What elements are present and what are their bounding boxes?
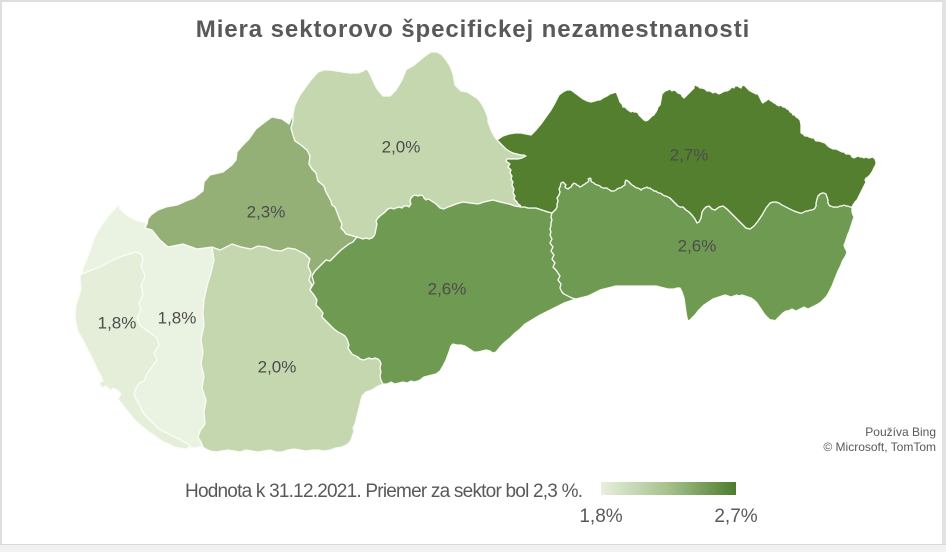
svg-text:1,8%: 1,8%: [98, 314, 137, 333]
svg-text:2,7%: 2,7%: [670, 146, 709, 165]
svg-text:2,6%: 2,6%: [428, 280, 467, 299]
svg-text:1,8%: 1,8%: [158, 309, 197, 328]
svg-text:2,3%: 2,3%: [247, 203, 286, 222]
svg-text:2,0%: 2,0%: [258, 358, 297, 377]
svg-text:2,0%: 2,0%: [382, 138, 421, 157]
svg-text:2,6%: 2,6%: [678, 237, 717, 256]
